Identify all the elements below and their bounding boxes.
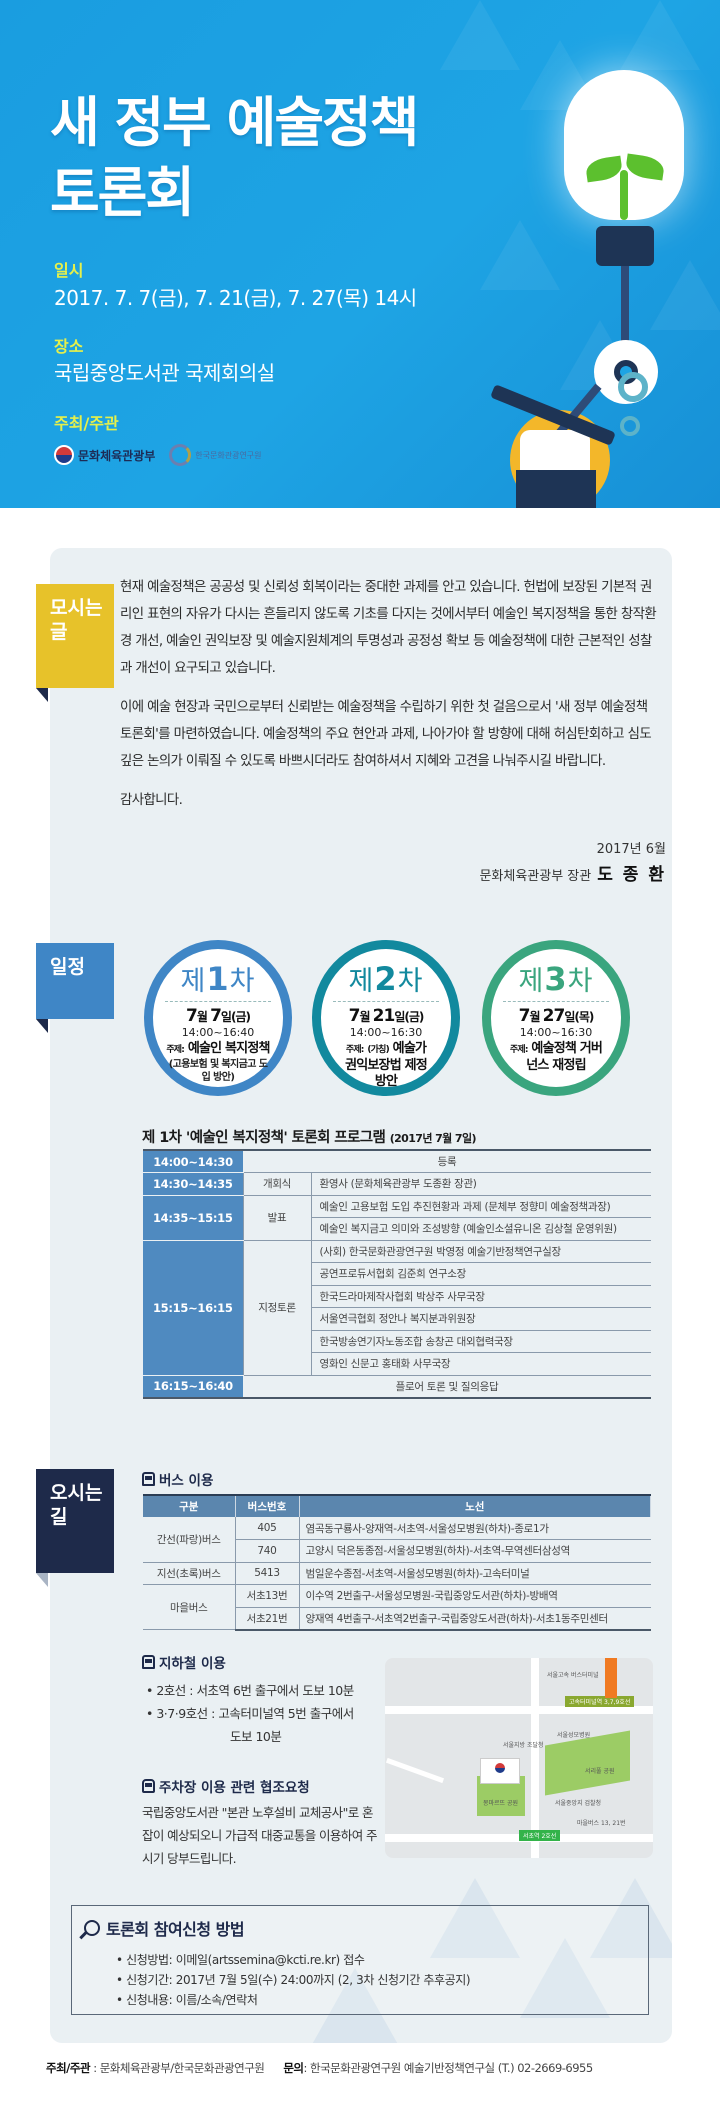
bus-heading: 버스 이용 xyxy=(142,1469,213,1489)
table-row: 간선(파랑)버스 405 염곡동구룡사-양재역-서초역-서울성모병원(하차)-종… xyxy=(143,1517,651,1563)
mcst-logo: 문화체육관광부 xyxy=(54,445,155,465)
table-row: 740 고양시 덕은동종점-서울성모병원(하차)-서초역-무역센터삼성역 xyxy=(143,1539,651,1563)
venue-label: 장소 xyxy=(54,337,84,356)
letter-paragraph: 이에 예술 현장과 국민으로부터 신뢰받는 예술정책을 수립하기 위한 첫 걸음… xyxy=(120,700,652,769)
date-value: 2017. 7. 7(금), 7. 21(금), 7. 27(목) 14시 xyxy=(54,286,417,310)
station-label-express-terminal: 고속터미널역 3,7,9호선 xyxy=(565,1696,635,1707)
bulb-base xyxy=(596,226,654,266)
ring-logo-icon xyxy=(169,444,192,466)
letter-date: 2017년 6월 xyxy=(596,842,666,857)
letter-paragraph: 감사합니다. xyxy=(120,793,183,808)
table-row: 16:15~16:40 플로어 토론 및 질의응답 xyxy=(143,1375,651,1399)
table-row: 한국드라마제작사협회 박상주 사무국장 xyxy=(143,1285,651,1308)
kcti-logo: 한국문화관광연구원 xyxy=(169,444,262,466)
subway-train-icon xyxy=(142,1655,155,1669)
session-card-3: 제3차 7월 27일(목) 14:00~16:30 주제: 예술정책 거버넌스 … xyxy=(482,940,630,1096)
list-item: 신청내용: 이름/소속/연락처 xyxy=(116,1990,470,2010)
subway-list: • 2호선 : 서초역 6번 출구에서 도보 10분 • 3·7·9호선 : 고… xyxy=(146,1679,354,1748)
letter-paragraph: 현재 예술정책은 공공성 및 신뢰성 회복이라는 중대한 과제를 안고 있습니다… xyxy=(120,580,657,676)
table-row: 공연프로듀서협회 김준희 연구소장 xyxy=(143,1262,651,1286)
table-row: 예술인 복지금고 의미와 조성방향 (예술인소셜유니온 김상철 운영위원) xyxy=(143,1217,651,1241)
lightbulb-icon xyxy=(564,70,684,220)
magnifier-icon xyxy=(84,1920,100,1936)
station-label-seocho: 서초역 2호선 xyxy=(519,1830,561,1841)
host-label: 주최/주관 xyxy=(54,414,119,433)
bus-table: 구분 버스번호 노선 간선(파랑)버스 405 염곡동구룡사-양재역-서초역-서… xyxy=(143,1494,651,1631)
section-tag-schedule: 일정 xyxy=(36,943,114,1033)
parking-notice: 국립중앙도서관 "본관 노후설비 교체공사"로 혼잡이 예상되오니 가급적 대중… xyxy=(142,1805,377,1866)
list-item: • 2호선 : 서초역 6번 출구에서 도보 10분 xyxy=(146,1683,354,1698)
table-row: 14:30~14:35 개회식 환영사 (문화체육관광부 도종환 장관) xyxy=(143,1172,651,1196)
list-item: 도보 10분 xyxy=(230,1729,282,1744)
apply-list: 신청방법: 이메일(artssemina@kcti.re.kr) 접수 신청기간… xyxy=(116,1950,471,2010)
table-row: 14:00~14:30 등록 xyxy=(143,1149,651,1173)
table-row: 마을버스 서초13번 이수역 2번출구-서울성모병원-국립중앙도서관(하차)-방… xyxy=(143,1584,651,1630)
subway-heading: 지하철 이용 xyxy=(142,1652,226,1672)
parking-heading: 주차장 이용 관련 협조요청 xyxy=(142,1776,310,1796)
small-gear-icon xyxy=(620,416,640,436)
program-table: 14:00~14:30 등록 14:30~14:35 개회식 환영사 (문화체육… xyxy=(143,1149,651,1399)
table-row: 14:35~15:15 발표 예술인 고용보험 도입 추진현황과 과제 (문체부… xyxy=(143,1195,651,1241)
letter-signature: 문화체육관광부 장관 도 종 환 xyxy=(479,865,666,885)
section-tag-invitation: 모시는 글 xyxy=(36,584,114,702)
table-row: 15:15~16:15 지정토론 (사회) 한국문화관광연구원 박영정 예술기반… xyxy=(143,1240,651,1376)
apply-heading: 토론회 참여신청 방법 xyxy=(84,1916,245,1940)
hero-banner: 새 정부 예술정책 토론회 일시 2017. 7. 7(금), 7. 21(금)… xyxy=(0,0,720,508)
invitation-letter: 현재 예술정책은 공공성 및 신뢰성 회복이라는 중대한 과제를 안고 있습니다… xyxy=(120,574,660,826)
date-label: 일시 xyxy=(54,261,84,280)
table-row: 서초21번 양재역 4번출구-서초역2번출구-국립중앙도서관(하차)-서초1동주… xyxy=(143,1607,651,1631)
list-item: • 3·7·9호선 : 고속터미널역 5번 출구에서 xyxy=(146,1706,354,1721)
location-map[interactable]: 고속터미널역 3,7,9호선 서초역 2호선 서울고속 버스터미널 서울성모병원… xyxy=(385,1658,653,1858)
footer: 주최/주관 : 문화체육관광부/한국문화관광연구원 문의: 한국문화관광연구원 … xyxy=(46,2061,593,2075)
host-logos: 문화체육관광부 한국문화관광연구원 xyxy=(54,444,262,466)
session-card-1: 제1차 7월 7일(금) 14:00~16:40 주제: 예술인 복지정책 (고… xyxy=(144,940,292,1096)
seoripul-park xyxy=(545,1730,630,1796)
list-item: 신청방법: 이메일(artssemina@kcti.re.kr) 접수 xyxy=(116,1950,470,1970)
venue-value: 국립중앙도서관 국제회의실 xyxy=(54,361,275,385)
table-row: 서울연극협회 정안나 복지분과위원장 xyxy=(143,1307,651,1331)
small-gear-icon xyxy=(618,372,648,402)
car-icon xyxy=(142,1779,155,1793)
taeguk-icon xyxy=(54,445,74,465)
apply-box: 토론회 참여신청 방법 신청방법: 이메일(artssemina@kcti.re… xyxy=(71,1905,649,2015)
library-marker xyxy=(480,1758,520,1784)
section-tag-directions: 오시는 길 xyxy=(36,1469,114,1587)
table-row: 한국방송연기자노동조합 송창곤 대외협력국장 xyxy=(143,1330,651,1353)
session-card-2: 제2차 7월 21일(금) 14:00~16:30 주제: (가칭) 예술가 권… xyxy=(312,940,460,1096)
program-title: 제 1차 '예술인 복지정책' 토론회 프로그램 (2017년 7월 7일) xyxy=(142,1130,477,1146)
list-item: 신청기간: 2017년 7월 5일(수) 24:00까지 (2, 3차 신청기간… xyxy=(116,1970,471,1990)
table-row: 지선(초록)버스 5413 범일운수종점-서초역-서울성모병원(하차)-고속터미… xyxy=(143,1562,651,1585)
page-title: 새 정부 예술정책 토론회 xyxy=(50,91,419,224)
table-header-row: 구분 버스번호 노선 xyxy=(143,1494,651,1517)
bus-icon xyxy=(142,1472,155,1486)
table-row: 영화인 신문고 홍태화 사무국장 xyxy=(143,1352,651,1376)
